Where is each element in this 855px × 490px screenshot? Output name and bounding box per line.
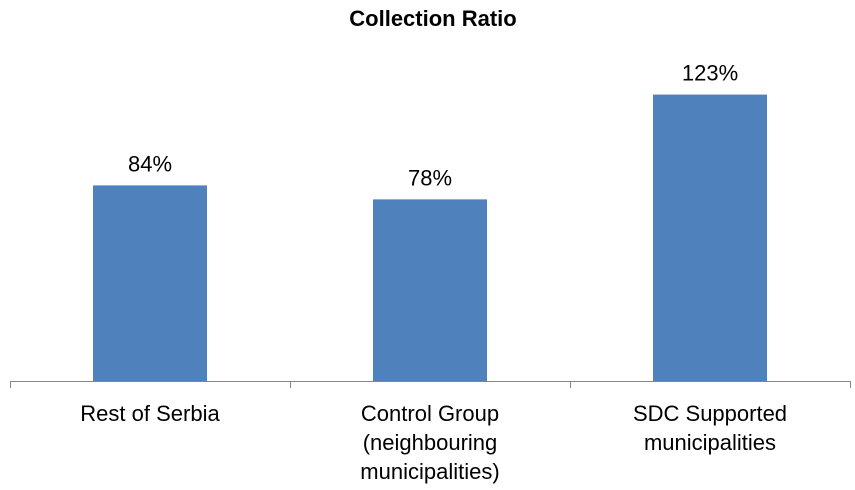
category-label-1-line-0: Control Group: [361, 401, 499, 426]
data-label-0: 84%: [128, 151, 172, 176]
category-label-1-line-2: municipalities): [360, 459, 499, 484]
category-label-0-line-0: Rest of Serbia: [80, 401, 220, 426]
category-label-1-line-1: (neighbouring: [363, 430, 498, 455]
bars-group: [93, 94, 767, 381]
bar-0: [93, 185, 207, 381]
data-label-1: 78%: [408, 165, 452, 190]
data-labels-group: 84% 78% 123%: [128, 61, 738, 191]
x-axis: [10, 381, 851, 388]
chart-title: Collection Ratio: [349, 6, 516, 31]
data-label-2: 123%: [682, 61, 738, 86]
category-labels-group: Rest of Serbia Control Group (neighbouring…: [80, 401, 787, 484]
category-label-2-line-1: municipalities: [644, 430, 776, 455]
bar-1: [373, 199, 487, 381]
bar-2: [653, 94, 767, 381]
category-label-2-line-0: SDC Supported: [633, 401, 787, 426]
